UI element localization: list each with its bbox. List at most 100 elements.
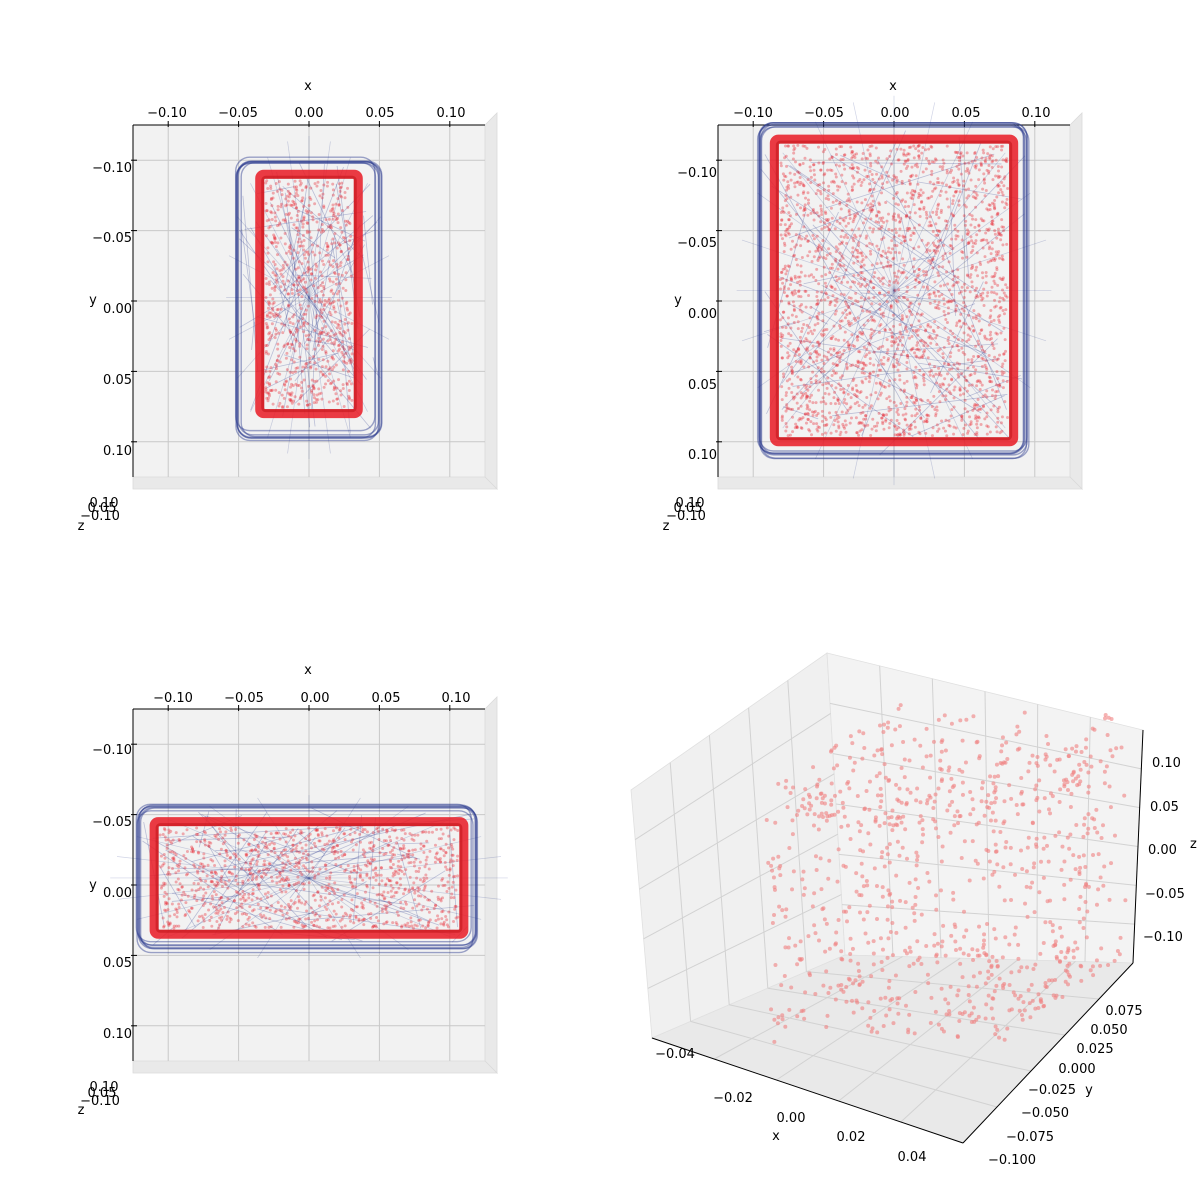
mesh-edge — [308, 877, 450, 937]
data-point — [937, 229, 941, 233]
data-point — [374, 925, 378, 929]
data-point — [983, 363, 987, 367]
data-point — [935, 207, 939, 211]
data-point — [965, 232, 969, 236]
data-point — [977, 355, 981, 359]
data-point — [296, 276, 300, 280]
data-point — [860, 260, 864, 264]
data-point — [913, 374, 917, 378]
data-point — [991, 359, 995, 363]
data-point — [832, 793, 837, 798]
panel-2: −0.10 −0.05 0.00 0.05 0.10 −0.10 −0.05 0… — [663, 79, 1083, 534]
data-point — [287, 834, 291, 838]
data-point — [877, 331, 881, 335]
data-point — [301, 285, 305, 289]
data-point — [333, 340, 337, 344]
data-point — [957, 183, 961, 187]
data-point — [343, 322, 347, 326]
data-point — [819, 246, 823, 250]
data-point — [246, 917, 250, 921]
data-point — [914, 399, 918, 403]
data-point — [822, 400, 826, 404]
data-point — [993, 282, 997, 286]
data-point — [220, 901, 224, 905]
data-point — [249, 866, 253, 870]
data-point — [320, 365, 324, 369]
data-point — [878, 291, 882, 295]
data-point — [911, 188, 915, 192]
data-point — [451, 864, 455, 868]
data-point — [291, 843, 295, 847]
data-point — [860, 371, 864, 375]
data-point — [439, 860, 443, 864]
data-point — [214, 905, 218, 909]
data-point — [852, 176, 856, 180]
data-point — [424, 873, 428, 877]
data-point — [881, 422, 885, 426]
data-point — [903, 159, 907, 163]
data-point — [247, 923, 251, 927]
mesh-outline — [136, 805, 478, 946]
data-point — [328, 225, 332, 229]
data-point — [970, 159, 974, 163]
data-point — [202, 852, 206, 856]
data-point — [969, 178, 973, 182]
data-point — [834, 163, 838, 167]
data-point — [852, 216, 856, 220]
mesh-edge — [256, 827, 299, 889]
data-point — [1077, 920, 1082, 925]
data-point — [977, 924, 982, 929]
data-point — [292, 201, 296, 205]
data-point — [893, 176, 897, 180]
data-point — [943, 252, 947, 256]
data-point — [399, 906, 403, 910]
mesh-edge — [172, 893, 456, 935]
y-tick-label: 0.050 — [1090, 1023, 1127, 1038]
data-point — [988, 207, 992, 211]
data-point — [843, 426, 847, 430]
data-point — [1091, 973, 1096, 978]
data-point — [949, 392, 953, 396]
data-point — [917, 348, 921, 352]
data-point — [823, 328, 827, 332]
data-point — [952, 425, 956, 429]
data-point — [174, 924, 178, 928]
data-point — [308, 195, 312, 199]
data-point — [1000, 254, 1004, 258]
data-point — [956, 275, 960, 279]
data-point — [986, 229, 990, 233]
data-point — [955, 343, 959, 347]
data-point — [823, 391, 827, 395]
data-point — [302, 277, 306, 281]
data-point — [206, 863, 210, 867]
data-point — [288, 247, 292, 251]
data-point — [272, 836, 276, 840]
data-point — [237, 833, 241, 837]
data-point — [287, 883, 291, 887]
data-point — [178, 839, 182, 843]
data-point — [930, 169, 934, 173]
mesh-edge — [876, 158, 1003, 388]
data-point — [944, 394, 948, 398]
data-point — [943, 429, 947, 433]
data-point — [1019, 1012, 1024, 1017]
data-point — [960, 769, 965, 774]
data-point — [982, 238, 986, 242]
data-point — [300, 262, 304, 266]
data-point — [903, 431, 907, 435]
data-point — [979, 161, 983, 165]
data-point — [349, 919, 353, 923]
data-point — [330, 288, 334, 292]
data-point — [933, 157, 937, 161]
data-point — [901, 413, 905, 417]
data-point — [810, 260, 814, 264]
data-point — [808, 165, 812, 169]
data-point — [278, 401, 282, 405]
data-point — [416, 889, 420, 893]
data-point — [921, 170, 925, 174]
data-point — [937, 366, 941, 370]
data-point — [1001, 144, 1005, 148]
data-point — [274, 908, 278, 912]
data-point — [422, 878, 426, 882]
data-point — [857, 350, 861, 354]
